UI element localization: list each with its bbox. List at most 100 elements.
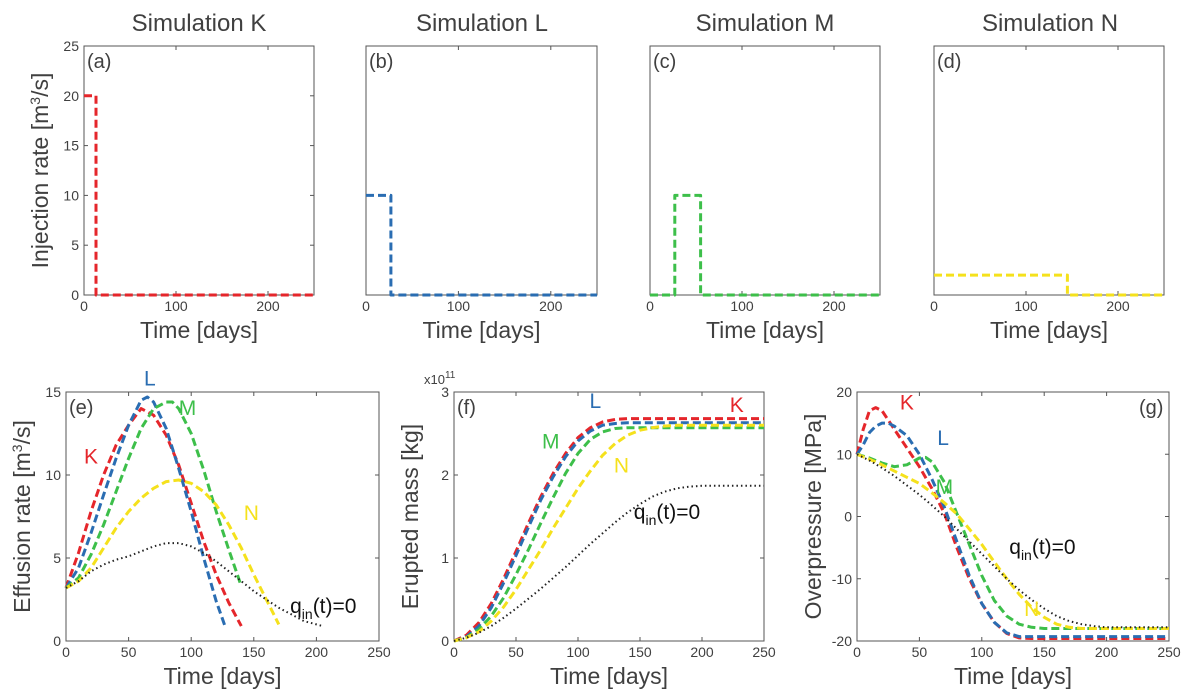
series-line-N (453, 423, 764, 643)
y-tick-label: 10 (63, 187, 79, 203)
y-tick-label: 20 (836, 384, 852, 400)
y-tick-label: 20 (63, 88, 79, 104)
series-label-K: K (900, 391, 914, 414)
y-tick-label: 5 (71, 237, 79, 253)
plot-frame (83, 45, 315, 296)
x-axis-label: Time [days] (706, 317, 824, 343)
series-label-L: L (590, 390, 602, 413)
series-label-K: K (730, 394, 744, 417)
series-line-L (64, 395, 227, 627)
panel-b: Simulation L 0 100 200 Time [days] (b) (362, 10, 598, 343)
panel-label: (a) (87, 51, 111, 73)
x-tick-label: 200 (822, 298, 846, 314)
x-tick-label: 100 (970, 644, 994, 660)
y-tick-label: 10 (45, 467, 61, 483)
plot-frame (856, 391, 1170, 642)
panel-e: 0 50 100 150 200 250 0 5 10 15 Time [days] Effusion… (9, 367, 391, 689)
x-tick-label: 0 (930, 298, 938, 314)
series-line-N (65, 478, 281, 626)
x-tick-label: 200 (690, 644, 714, 660)
y-tick-label: 15 (45, 384, 61, 400)
plot-frame (453, 391, 765, 642)
panel-d: Simulation N 0 100 200 Time [days] (d) (930, 10, 1165, 343)
series-line-zero (453, 484, 764, 642)
x-tick-label: 50 (508, 644, 524, 660)
y-tick-label: 5 (53, 550, 61, 566)
y-tick-label: 10 (836, 446, 852, 462)
series-line-M (650, 193, 880, 297)
x-tick-label: 0 (450, 644, 458, 660)
plot-frame (933, 45, 1165, 296)
x-tick-label: 250 (752, 644, 776, 660)
x-axis-label: Time [days] (954, 663, 1072, 689)
x-axis-label: Time [days] (990, 317, 1108, 343)
panel-title: Simulation N (982, 10, 1118, 37)
panel-label: (f) (457, 397, 476, 419)
series-line-N (934, 273, 1164, 297)
panel-label: (e) (69, 397, 93, 419)
x-tick-label: 150 (242, 644, 266, 660)
x-tick-label: 100 (164, 298, 188, 314)
series-line-L (453, 421, 764, 643)
y-tick-label: 0 (53, 633, 61, 649)
series-label-M: M (179, 397, 197, 420)
series-label-N: N (1024, 598, 1039, 621)
x-tick-label: 0 (853, 644, 861, 660)
panel-c: Simulation M 0 100 200 Time [days] (c) (646, 10, 881, 343)
series-line-K (453, 417, 764, 643)
series-label-K: K (84, 445, 98, 468)
plot-frame (65, 391, 380, 642)
x-tick-label: 200 (305, 644, 329, 660)
x-tick-label: 50 (121, 644, 137, 660)
zero-injection-label: qin(t)=0 (1009, 536, 1075, 563)
x-tick-label: 100 (730, 298, 754, 314)
y-axis-label: Erupted mass [kg] (397, 424, 423, 609)
series-line-L (366, 193, 597, 297)
x-tick-label: 0 (80, 298, 88, 314)
series-label-N: N (244, 502, 259, 525)
series-line-K (64, 407, 243, 627)
y-tick-label: 0 (71, 287, 79, 303)
panel-a: Simulation K 0 100 200 0 5 10 15 20 25 Time [days]… (27, 10, 315, 343)
y-axis-label: Effusion rate [m3/s] (9, 420, 35, 613)
plot-frame (649, 45, 881, 296)
y-axis-label: Overpressure [MPa] (800, 414, 826, 620)
y-tick-label: 25 (63, 38, 79, 54)
panel-label: (d) (937, 51, 961, 73)
plot-frame (365, 45, 598, 296)
x-tick-label: 200 (256, 298, 280, 314)
x-axis-label: Time [days] (422, 317, 540, 343)
x-tick-label: 150 (1033, 644, 1057, 660)
series-line-K (84, 94, 314, 297)
x-tick-label: 250 (1157, 644, 1181, 660)
x-tick-label: 100 (447, 298, 471, 314)
x-tick-label: 200 (539, 298, 563, 314)
series-line-N (856, 452, 1169, 630)
y-tick-label: 0 (844, 509, 852, 525)
panel-g: 0 50 100 150 200 250 -20 -10 0 10 20 Time [days] Ove… (800, 384, 1181, 689)
y-tick-label: 1 (441, 550, 449, 566)
series-label-M: M (542, 430, 560, 453)
panel-label: (b) (369, 51, 393, 73)
x-tick-label: 100 (1014, 298, 1038, 314)
x-tick-label: 100 (566, 644, 590, 660)
series-line-K (855, 406, 1169, 640)
y-tick-label: 0 (441, 633, 449, 649)
x-tick-label: 0 (62, 644, 70, 660)
series-label-L: L (937, 427, 949, 450)
x-axis-label: Time [days] (550, 663, 668, 689)
panel-title: Simulation K (132, 10, 267, 37)
panel-label: (c) (653, 51, 676, 73)
y-tick-label: 3 (441, 384, 449, 400)
y-tick-label: -10 (832, 571, 852, 587)
panel-title: Simulation M (696, 10, 835, 37)
y-tick-label: 2 (441, 467, 449, 483)
x-tick-label: 150 (628, 644, 652, 660)
x-tick-label: 0 (362, 298, 370, 314)
series-line-M (856, 452, 1169, 630)
x-tick-label: 200 (1095, 644, 1119, 660)
panel-f: 0 50 100 150 200 250 0 1 2 3 Time [days] Erupted ma… (397, 370, 776, 689)
zero-injection-label: qin(t)=0 (634, 501, 700, 528)
x-tick-label: 200 (1106, 298, 1130, 314)
